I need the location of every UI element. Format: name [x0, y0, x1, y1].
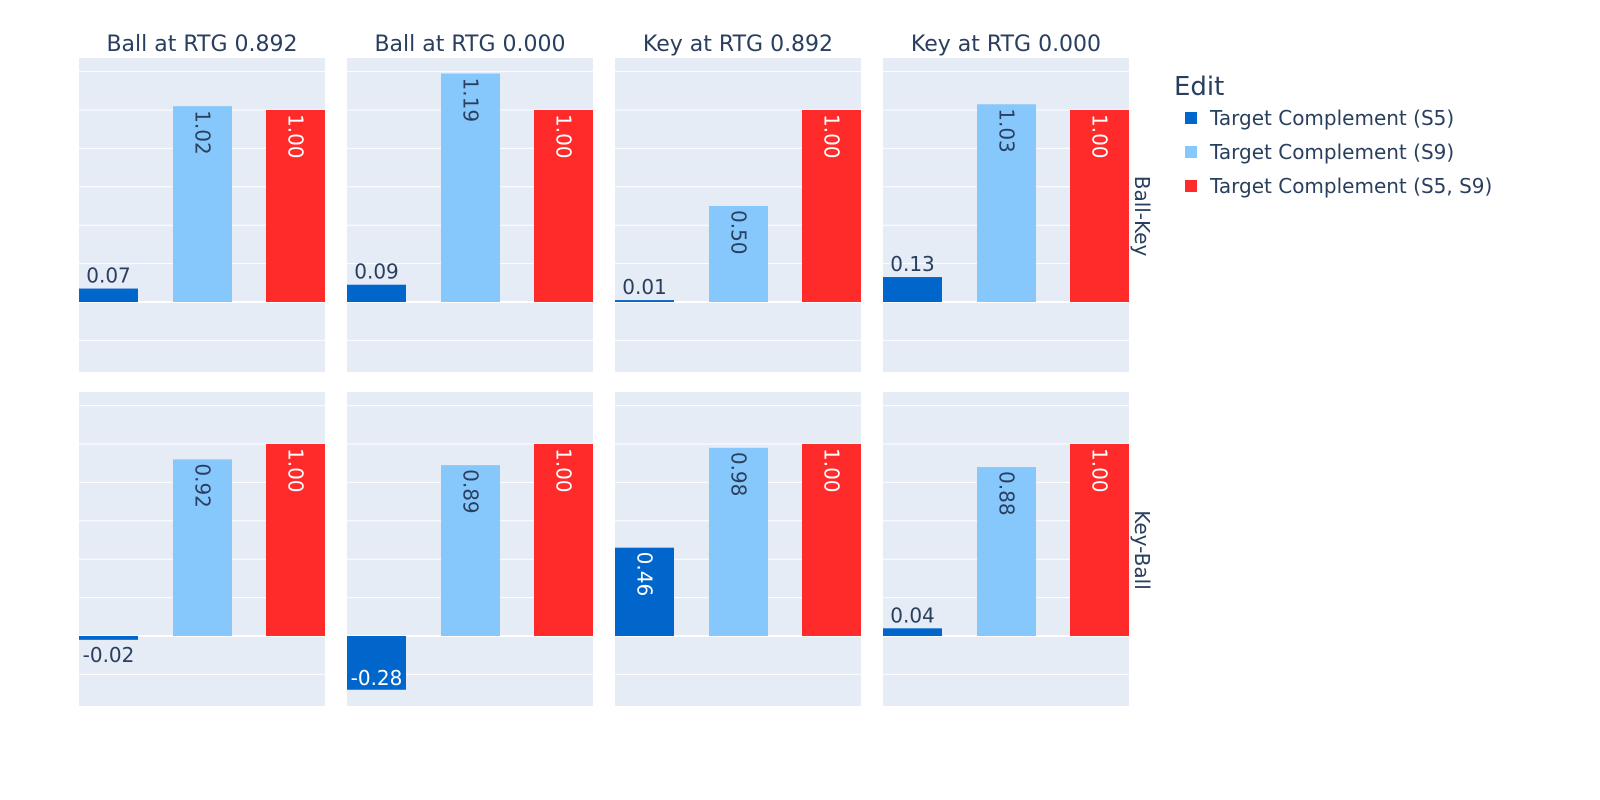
data-label: 1.00	[1088, 448, 1112, 493]
bar-target-complement-s5-s9	[534, 444, 593, 636]
bars	[615, 444, 861, 636]
data-label: 0.07	[86, 264, 131, 288]
row-title: Ball-Key	[1130, 176, 1154, 257]
bar-target-complement-s9	[173, 459, 232, 636]
panel-ball-key-key-at-rtg-0-000: 0.13 1.03 1.00	[883, 58, 1129, 372]
bars	[883, 104, 1129, 303]
column-title: Key at RTG 0.892	[643, 32, 833, 57]
data-label: 0.98	[727, 452, 751, 497]
bars	[79, 106, 325, 302]
bars	[347, 444, 593, 690]
bar-target-complement-s5-s9	[802, 444, 861, 636]
data-label: 1.00	[284, 114, 308, 159]
bar-target-complement-s5-s9	[266, 444, 325, 636]
data-label: 1.00	[1088, 114, 1112, 159]
legend-item-label: Target Complement (S5)	[1209, 106, 1454, 130]
bar-target-complement-s5	[615, 547, 674, 636]
bar-target-complement-s5-s9	[1070, 110, 1129, 302]
bar-target-complement-s5	[347, 284, 406, 302]
panel-key-ball-ball-at-rtg-0-000: -0.28 0.89 1.00	[347, 392, 593, 706]
bar-target-complement-s9	[441, 465, 500, 636]
data-label: 0.01	[622, 275, 667, 299]
legend-item-label: Target Complement (S9)	[1209, 140, 1454, 164]
data-label: 0.46	[633, 552, 657, 597]
data-label: 1.03	[995, 108, 1019, 153]
bar-target-complement-s9	[709, 447, 768, 636]
data-label: 1.19	[459, 78, 483, 123]
data-label: 0.13	[890, 252, 935, 276]
panel-ball-key-ball-at-rtg-0-000: 0.09 1.19 1.00	[347, 58, 593, 372]
legend-title: Edit	[1174, 72, 1224, 102]
data-label: 0.92	[191, 463, 215, 508]
data-label: 1.02	[191, 110, 215, 155]
column-title: Ball at RTG 0.892	[106, 32, 297, 57]
panel-key-ball-ball-at-rtg-0-892: -0.02 0.92 1.00	[79, 392, 325, 706]
bar-target-complement-s9	[977, 467, 1036, 636]
data-label: 0.89	[459, 469, 483, 514]
data-label: 1.00	[820, 448, 844, 493]
row-title: Key-Ball	[1130, 510, 1154, 590]
bar-target-complement-s5-s9	[1070, 444, 1129, 636]
bars	[883, 444, 1129, 636]
data-label: 1.00	[552, 448, 576, 493]
data-label: -0.28	[351, 666, 403, 690]
panel-key-ball-key-at-rtg-0-000: 0.04 0.88 1.00	[883, 392, 1129, 706]
bars	[79, 444, 325, 640]
panel-key-ball-key-at-rtg-0-892: 0.46 0.98 1.00	[615, 392, 861, 706]
bar-target-complement-s9	[709, 206, 768, 302]
legend: Edit Target Complement (S5) Target Comple…	[1174, 72, 1492, 198]
data-label: -0.02	[83, 643, 135, 667]
titles-layer: Ball at RTG 0.892 Ball at RTG 0.000 Key at…	[106, 32, 1154, 590]
panel-ball-key-key-at-rtg-0-892: 0.01 0.50 1.00	[615, 58, 861, 372]
bar-target-complement-s5	[883, 277, 942, 302]
bar-target-complement-s5-s9	[266, 110, 325, 302]
bar-target-complement-s5	[615, 300, 674, 302]
data-label: 0.04	[890, 603, 935, 627]
data-label: 0.50	[727, 210, 751, 255]
panels-layer: 0.071.02 1.000.091.191.000.010.501.000.13…	[79, 58, 1129, 706]
bar-target-complement-s5	[347, 636, 406, 690]
legend-swatch	[1185, 146, 1197, 158]
panel-ball-key-ball-at-rtg-0-892: 0.07 1.02 1.00	[79, 58, 325, 372]
bar-target-complement-s5	[79, 288, 138, 302]
bar-target-complement-s9	[173, 106, 232, 302]
data-label: 1.00	[284, 448, 308, 493]
bar-target-complement-s9	[977, 104, 1036, 303]
data-label: 1.00	[820, 114, 844, 159]
bars	[615, 110, 861, 302]
legend-swatch	[1185, 180, 1197, 192]
bar-target-complement-s5	[79, 636, 138, 640]
bar-target-complement-s5	[883, 628, 942, 636]
data-label: 1.00	[552, 114, 576, 159]
legend-item-label: Target Complement (S5, S9)	[1209, 174, 1492, 198]
column-title: Key at RTG 0.000	[911, 32, 1101, 57]
data-label: 0.88	[995, 471, 1019, 516]
data-label: 0.09	[354, 260, 399, 284]
legend-swatch	[1185, 112, 1197, 124]
bar-target-complement-s5-s9	[534, 110, 593, 302]
column-title: Ball at RTG 0.000	[374, 32, 565, 57]
bar-target-complement-s5-s9	[802, 110, 861, 302]
bars	[347, 73, 593, 303]
bar-target-complement-s9	[441, 73, 500, 303]
